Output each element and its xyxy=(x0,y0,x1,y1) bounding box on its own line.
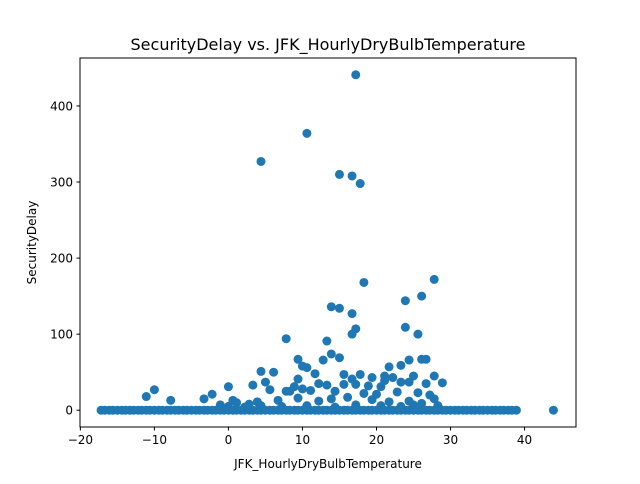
data-point xyxy=(166,395,176,405)
data-point xyxy=(413,388,423,398)
data-point xyxy=(384,362,394,372)
data-point xyxy=(314,396,324,406)
data-point xyxy=(347,329,357,339)
data-point xyxy=(314,379,324,389)
data-point xyxy=(293,393,303,403)
data-point xyxy=(281,334,291,344)
data-point xyxy=(355,179,365,189)
data-point xyxy=(256,366,266,376)
data-point xyxy=(404,377,414,387)
data-point xyxy=(384,397,394,407)
data-point xyxy=(404,355,414,365)
data-point xyxy=(265,385,275,395)
chart-title: SecurityDelay vs. JFK_HourlyDryBulbTempe… xyxy=(131,35,526,55)
x-axis: −20 −10 0 10 20 30 40 xyxy=(68,427,532,447)
data-point xyxy=(511,405,521,415)
data-point xyxy=(207,389,217,399)
data-point xyxy=(326,394,336,404)
data-point xyxy=(429,394,439,404)
data-point xyxy=(376,382,386,392)
x-tick-label: 20 xyxy=(369,433,384,447)
data-point xyxy=(293,354,303,364)
data-point xyxy=(223,382,233,392)
data-point xyxy=(396,377,406,387)
data-point xyxy=(248,380,258,390)
data-point xyxy=(339,379,349,389)
data-point xyxy=(417,398,427,408)
data-point xyxy=(269,367,279,377)
data-point xyxy=(388,373,398,383)
x-tick-label: 0 xyxy=(225,433,233,447)
data-point xyxy=(392,387,402,397)
data-point xyxy=(339,369,349,379)
data-point xyxy=(400,296,410,306)
data-point xyxy=(343,392,353,402)
data-point xyxy=(260,377,270,387)
data-point xyxy=(548,405,558,415)
data-point xyxy=(285,386,295,396)
data-point xyxy=(437,378,447,388)
x-tick-label: −10 xyxy=(142,433,167,447)
y-tick-label: 400 xyxy=(50,99,73,113)
y-axis: 0 100 200 300 400 xyxy=(50,99,80,418)
data-point xyxy=(334,353,344,363)
data-point xyxy=(232,398,242,408)
x-tick-label: 10 xyxy=(295,433,310,447)
data-point xyxy=(149,385,159,395)
data-point xyxy=(322,336,332,346)
x-tick-label: 30 xyxy=(443,433,458,447)
data-point xyxy=(297,384,307,394)
data-point xyxy=(302,128,312,138)
data-point xyxy=(326,349,336,359)
data-point xyxy=(421,354,431,364)
x-tick-label: −20 xyxy=(68,433,93,447)
data-point xyxy=(310,369,320,379)
data-point xyxy=(359,277,369,287)
data-point xyxy=(318,355,328,365)
data-point xyxy=(322,380,332,390)
data-point xyxy=(400,322,410,332)
data-point xyxy=(351,379,361,389)
data-point xyxy=(363,381,373,391)
y-tick-label: 200 xyxy=(50,252,73,266)
data-point xyxy=(429,274,439,284)
data-point xyxy=(413,329,423,339)
data-point xyxy=(334,303,344,313)
data-point xyxy=(351,70,361,80)
data-point xyxy=(417,291,427,301)
y-tick-label: 0 xyxy=(65,404,73,418)
data-point xyxy=(367,373,377,383)
data-point xyxy=(421,379,431,389)
data-point xyxy=(330,386,340,396)
data-point xyxy=(293,374,303,384)
y-axis-label: SecurityDelay xyxy=(25,201,39,285)
y-tick-label: 100 xyxy=(50,328,73,342)
data-point xyxy=(199,394,209,404)
data-point xyxy=(334,169,344,179)
data-point xyxy=(326,302,336,312)
data-points xyxy=(96,70,558,415)
plot-frame xyxy=(79,57,577,428)
data-point xyxy=(347,171,357,181)
data-point xyxy=(359,388,369,398)
data-point xyxy=(429,371,439,381)
data-point xyxy=(302,363,312,373)
x-axis-label: JFK_HourlyDryBulbTemperature xyxy=(233,457,422,471)
data-point xyxy=(141,392,151,402)
data-point xyxy=(367,395,377,405)
data-point xyxy=(306,385,316,395)
data-point xyxy=(347,309,357,319)
data-point xyxy=(396,360,406,370)
data-point xyxy=(355,369,365,379)
y-tick-label: 300 xyxy=(50,176,73,190)
data-point xyxy=(256,156,266,166)
x-tick-label: 40 xyxy=(517,433,532,447)
